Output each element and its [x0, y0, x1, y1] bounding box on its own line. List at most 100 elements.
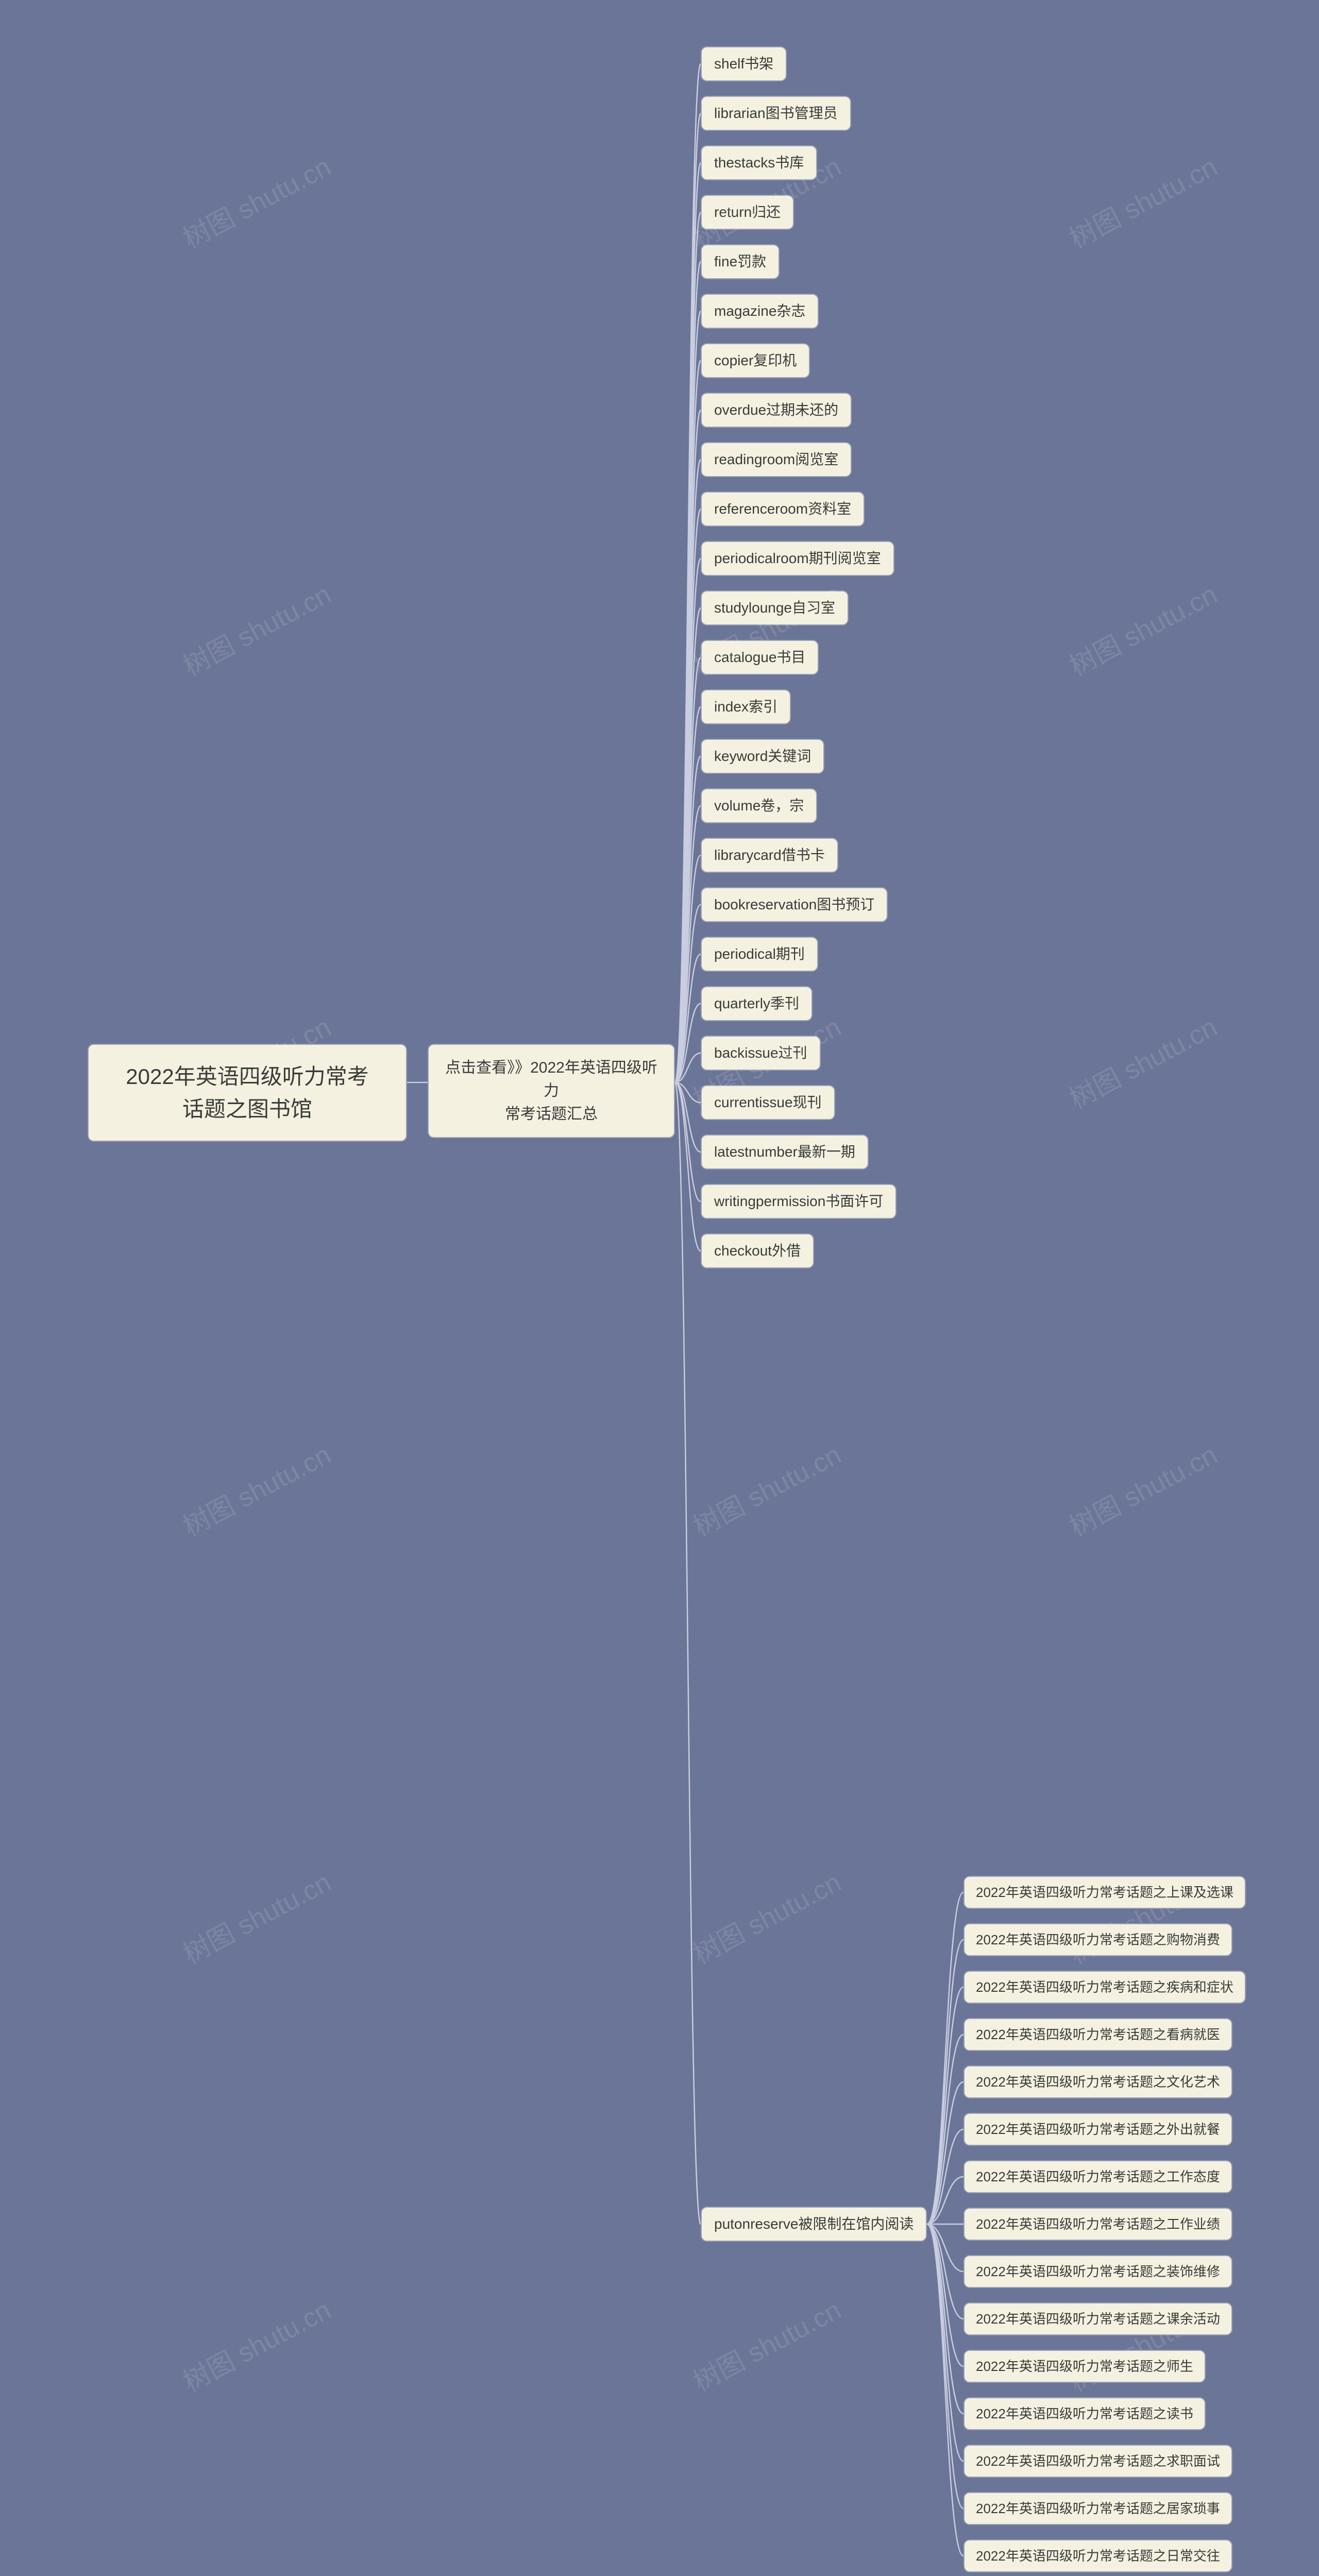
leaf-label: periodicalroom期刊阅览室 — [714, 548, 881, 569]
leaf-label: writingpermission书面许可 — [714, 1191, 883, 1212]
mindmap-leaf-node[interactable]: shelf书架 — [701, 46, 787, 81]
mindmap-leaf-node[interactable]: referenceroom资料室 — [701, 492, 865, 527]
mindmap-branch-node[interactable]: 点击查看》》2022年英语四级听力 常考话题汇总 — [428, 1044, 675, 1138]
sub-label: 2022年英语四级听力常考话题之日常交往 — [976, 2546, 1220, 2566]
mindmap-leaf-node[interactable]: bookreservation图书预订 — [701, 887, 888, 922]
mindmap-sub-node[interactable]: 2022年英语四级听力常考话题之日常交往 — [963, 2539, 1232, 2572]
mindmap-leaf-node[interactable]: studylounge自习室 — [701, 590, 849, 625]
mindmap-leaf-node[interactable]: volume卷，宗 — [701, 788, 817, 823]
sub-label: 2022年英语四级听力常考话题之文化艺术 — [976, 2072, 1220, 2092]
leaf-label: putonreserve被限制在馆内阅读 — [714, 2213, 914, 2235]
leaf-label: backissue过刊 — [714, 1042, 807, 1064]
watermark: 树图 shutu.cn — [1061, 1433, 1223, 1544]
mindmap-sub-node[interactable]: 2022年英语四级听力常考话题之外出就餐 — [963, 2113, 1232, 2146]
mindmap-leaf-node[interactable]: catalogue书目 — [701, 640, 819, 675]
mindmap-leaf-node[interactable]: fine罚款 — [701, 244, 780, 279]
leaf-label: quarterly季刊 — [714, 993, 799, 1014]
mindmap-leaf-node[interactable]: quarterly季刊 — [701, 986, 813, 1021]
leaf-label: readingroom阅览室 — [714, 449, 838, 470]
mindmap-leaf-node[interactable]: index索引 — [701, 689, 791, 724]
mindmap-leaf-node[interactable]: writingpermission书面许可 — [701, 1184, 897, 1219]
mindmap-sub-node[interactable]: 2022年英语四级听力常考话题之看病就医 — [963, 2018, 1232, 2051]
sub-label: 2022年英语四级听力常考话题之疾病和症状 — [976, 1977, 1233, 1997]
watermark: 树图 shutu.cn — [175, 1433, 336, 1544]
mindmap-leaf-node[interactable]: overdue过期未还的 — [701, 393, 852, 428]
mindmap-sub-node[interactable]: 2022年英语四级听力常考话题之求职面试 — [963, 2445, 1232, 2478]
leaf-label: latestnumber最新一期 — [714, 1141, 855, 1163]
leaf-label: shelf书架 — [714, 53, 773, 75]
mindmap-leaf-node[interactable]: librarycard借书卡 — [701, 838, 838, 873]
mindmap-leaf-node[interactable]: currentissue现刊 — [701, 1085, 835, 1120]
leaf-label: return归还 — [714, 201, 781, 223]
leaf-label: librarycard借书卡 — [714, 844, 825, 866]
watermark: 树图 shutu.cn — [685, 2289, 847, 2399]
leaf-label: magazine杂志 — [714, 300, 805, 322]
mindmap-sub-node[interactable]: 2022年英语四级听力常考话题之居家琐事 — [963, 2492, 1232, 2525]
watermark: 树图 shutu.cn — [175, 1861, 336, 1971]
mindmap-leaf-node[interactable]: checkout外借 — [701, 1233, 814, 1268]
mindmap-leaf-node[interactable]: latestnumber最新一期 — [701, 1134, 869, 1170]
sub-label: 2022年英语四级听力常考话题之师生 — [976, 2357, 1193, 2377]
mindmap-leaf-node[interactable]: return归还 — [701, 195, 794, 230]
leaf-label: currentissue现刊 — [714, 1092, 822, 1113]
mindmap-root-node[interactable]: 2022年英语四级听力常考 话题之图书馆 — [88, 1044, 407, 1142]
mindmap-leaf-node[interactable]: periodical期刊 — [701, 937, 818, 972]
leaf-label: referenceroom资料室 — [714, 498, 851, 520]
mindmap-sub-node[interactable]: 2022年英语四级听力常考话题之购物消费 — [963, 1923, 1232, 1956]
watermark: 树图 shutu.cn — [1061, 1006, 1223, 1116]
sub-label: 2022年英语四级听力常考话题之求职面试 — [976, 2451, 1220, 2471]
root-title-line1: 2022年英语四级听力常考 — [126, 1060, 368, 1093]
leaf-label: checkout外借 — [714, 1240, 801, 1262]
mindmap-leaf-node[interactable]: librarian图书管理员 — [701, 96, 851, 131]
leaf-label: thestacks书库 — [714, 152, 804, 174]
sub-label: 2022年英语四级听力常考话题之课余活动 — [976, 2309, 1220, 2329]
watermark: 树图 shutu.cn — [175, 145, 336, 256]
watermark: 树图 shutu.cn — [1061, 145, 1223, 256]
sub-label: 2022年英语四级听力常考话题之读书 — [976, 2404, 1193, 2424]
mindmap-leaf-node[interactable]: magazine杂志 — [701, 294, 819, 329]
mindmap-leaf-node[interactable]: readingroom阅览室 — [701, 442, 852, 477]
sub-label: 2022年英语四级听力常考话题之购物消费 — [976, 1930, 1220, 1950]
mindmap-leaf-node[interactable]: copier复印机 — [701, 343, 810, 378]
watermark: 树图 shutu.cn — [685, 1861, 847, 1971]
root-title-line2: 话题之图书馆 — [126, 1093, 368, 1125]
mindmap-leaf-node[interactable]: thestacks书库 — [701, 145, 817, 180]
mindmap-sub-node[interactable]: 2022年英语四级听力常考话题之工作业绩 — [963, 2208, 1232, 2241]
leaf-label: fine罚款 — [714, 251, 766, 273]
watermark: 树图 shutu.cn — [1061, 573, 1223, 683]
sub-label: 2022年英语四级听力常考话题之外出就餐 — [976, 2120, 1220, 2140]
mindmap-sub-node[interactable]: 2022年英语四级听力常考话题之文化艺术 — [963, 2065, 1232, 2098]
mindmap-leaf-node[interactable]: keyword关键词 — [701, 739, 824, 774]
mindmap-sub-node[interactable]: 2022年英语四级听力常考话题之课余活动 — [963, 2302, 1232, 2335]
sub-label: 2022年英语四级听力常考话题之上课及选课 — [976, 1883, 1233, 1903]
leaf-label: keyword关键词 — [714, 745, 811, 767]
mindmap-sub-node[interactable]: 2022年英语四级听力常考话题之上课及选课 — [963, 1876, 1246, 1909]
mindmap-leaf-node[interactable]: periodicalroom期刊阅览室 — [701, 541, 894, 576]
mindmap-sub-node[interactable]: 2022年英语四级听力常考话题之工作态度 — [963, 2160, 1232, 2193]
mindmap-sub-node[interactable]: 2022年英语四级听力常考话题之师生 — [963, 2350, 1206, 2383]
leaf-label: catalogue书目 — [714, 647, 805, 668]
sub-label: 2022年英语四级听力常考话题之装饰维修 — [976, 2262, 1220, 2282]
sub-label: 2022年英语四级听力常考话题之工作态度 — [976, 2167, 1220, 2187]
mindmap-sub-node[interactable]: 2022年英语四级听力常考话题之读书 — [963, 2397, 1206, 2430]
leaf-label: bookreservation图书预订 — [714, 894, 874, 916]
leaf-label: periodical期刊 — [714, 943, 805, 965]
leaf-label: copier复印机 — [714, 350, 797, 371]
sub-label: 2022年英语四级听力常考话题之看病就医 — [976, 2025, 1220, 2045]
leaf-label: studylounge自习室 — [714, 597, 835, 619]
leaf-label: volume卷，宗 — [714, 795, 804, 817]
branch-line2: 常考话题汇总 — [439, 1103, 664, 1126]
watermark: 树图 shutu.cn — [175, 2289, 336, 2399]
leaf-label: overdue过期未还的 — [714, 399, 838, 421]
watermark: 树图 shutu.cn — [175, 573, 336, 683]
sub-label: 2022年英语四级听力常考话题之工作业绩 — [976, 2214, 1220, 2234]
branch-line1: 点击查看》》2022年英语四级听力 — [439, 1056, 664, 1103]
mindmap-sub-node[interactable]: 2022年英语四级听力常考话题之疾病和症状 — [963, 1971, 1246, 2004]
mindmap-leaf-node[interactable]: putonreserve被限制在馆内阅读 — [701, 2207, 927, 2242]
leaf-label: librarian图书管理员 — [714, 103, 838, 124]
mindmap-sub-node[interactable]: 2022年英语四级听力常考话题之装饰维修 — [963, 2255, 1232, 2288]
mindmap-leaf-node[interactable]: backissue过刊 — [701, 1036, 821, 1071]
leaf-label: index索引 — [714, 696, 777, 718]
sub-label: 2022年英语四级听力常考话题之居家琐事 — [976, 2499, 1220, 2519]
watermark: 树图 shutu.cn — [685, 1433, 847, 1544]
